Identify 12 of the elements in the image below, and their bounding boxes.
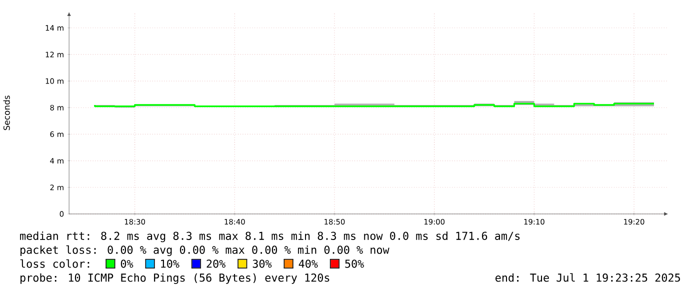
- text: median rtt: 8.2 ms avg 8.3 ms max 8.1 ms min 8.3 ms now 0.0 ms sd 171.6 am/s: [20, 232, 520, 242]
- text: probe: 10 ICMP Echo Pings (56 Bytes) every 120s: [20, 274, 330, 284]
- y-axis-title: Seconds: [3, 96, 10, 130]
- text: end: Tue Jul 1 19:23:25 2025: [496, 274, 680, 282]
- legend-label: 30%: [252, 260, 272, 268]
- legend-label: 50%: [345, 260, 364, 268]
- legend-title: loss color:: [20, 260, 90, 268]
- legend-label: 40%: [298, 260, 318, 268]
- legend-label: 0%: [120, 260, 134, 268]
- text: packet loss: 0.00 % avg 0.00 % max 0.00 % min 0.00 % now: [20, 246, 390, 256]
- legend-label: 10%: [161, 260, 180, 268]
- legend-label: 20%: [206, 260, 226, 268]
